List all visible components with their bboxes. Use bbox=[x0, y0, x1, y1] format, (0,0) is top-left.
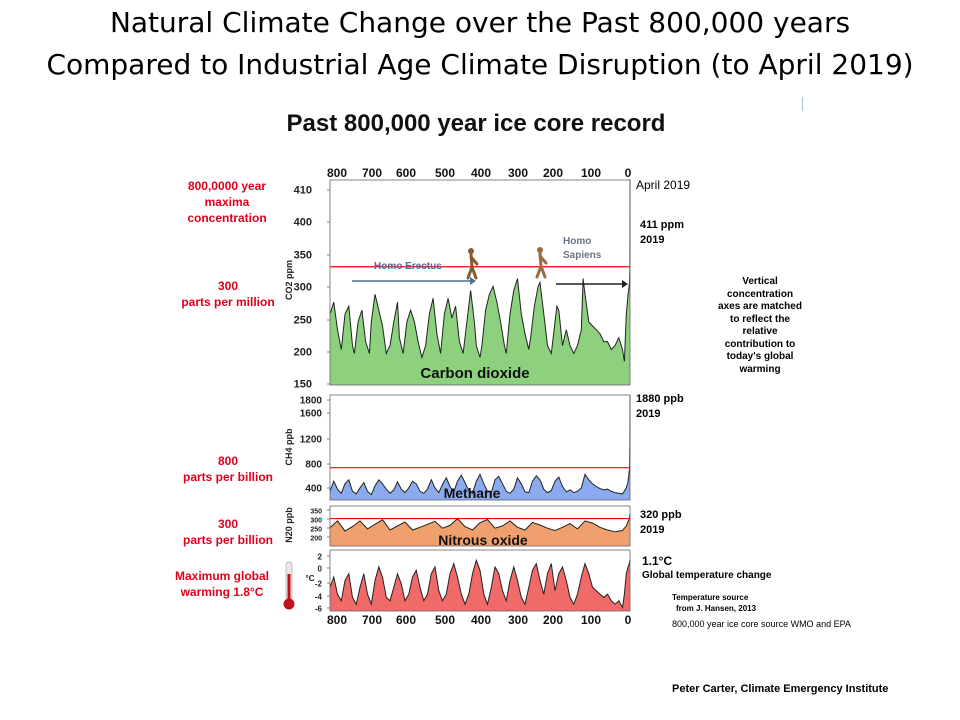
panel-title-co2: Carbon dioxide bbox=[420, 365, 529, 382]
y-tick-label-co2: 300 bbox=[294, 282, 312, 294]
n2o-now-label: 320 ppb 2019 bbox=[640, 509, 682, 536]
y-tick-label-temp: -6 bbox=[315, 605, 323, 614]
thermometer-icon bbox=[283, 561, 295, 610]
panel-title-n2o: Nitrous oxide bbox=[438, 532, 528, 548]
homo-sapiens-figure-icon-head bbox=[537, 247, 543, 253]
homo-erectus-figure-icon bbox=[466, 252, 479, 280]
y-axis-label-n2o: N20 ppb bbox=[284, 507, 294, 543]
ch4-now-label: 1880 ppb 2019 bbox=[636, 393, 684, 420]
april-2019-label: April 2019 bbox=[636, 178, 691, 192]
global-temperature-change-area bbox=[330, 559, 630, 611]
y-tick-label-co2: 250 bbox=[294, 315, 312, 327]
methane-line bbox=[329, 394, 631, 496]
x-tick-label-top: 800 bbox=[327, 166, 347, 180]
y-tick-label-co2: 200 bbox=[294, 347, 312, 359]
y-tick-label-n2o: 350 bbox=[310, 509, 322, 516]
y-tick-label-co2: 410 bbox=[294, 185, 312, 197]
y-axis-label-ch4: CH4 ppb bbox=[284, 428, 294, 466]
title-line-2: Compared to Industrial Age Climate Disru… bbox=[46, 48, 914, 81]
y-tick-label-temp: -2 bbox=[315, 580, 323, 589]
homo-sapiens-arrow-head bbox=[622, 280, 628, 288]
co2-max-label: 800,0000 year maxima concentration bbox=[187, 179, 267, 225]
y-tick-label-temp: 0 bbox=[318, 565, 323, 574]
y-tick-label-co2: 350 bbox=[294, 250, 312, 262]
homo-erectus-label: Homo Erectus bbox=[374, 261, 442, 272]
temp-change-label: Global temperature change bbox=[642, 570, 772, 581]
x-tick-label-top: 100 bbox=[581, 166, 601, 180]
x-tick-label-bottom: 800 bbox=[327, 613, 347, 627]
x-tick-label-top: 0 bbox=[625, 166, 632, 180]
y-tick-label-n2o: 300 bbox=[310, 518, 322, 525]
x-tick-label-bottom: 400 bbox=[471, 613, 491, 627]
panel-title-ch4: Methane bbox=[444, 485, 501, 501]
co2-ref-label: 300 parts per million bbox=[181, 279, 275, 309]
co2-now-label: 411 ppm 2019 bbox=[640, 219, 685, 246]
x-tick-label-bottom: 600 bbox=[396, 613, 416, 627]
ice-source-label: 800,000 year ice core source WMO and EPA bbox=[672, 619, 851, 629]
methane-area bbox=[330, 395, 630, 500]
x-tick-label-bottom: 700 bbox=[362, 613, 382, 627]
x-tick-label-bottom: 200 bbox=[543, 613, 563, 627]
homo-label: Homo bbox=[563, 236, 591, 247]
carbon-dioxide-area bbox=[330, 179, 630, 385]
x-tick-label-top: 600 bbox=[396, 166, 416, 180]
temp-source-label: Temperature source from J. Hansen, 2013 bbox=[672, 593, 757, 613]
y-axis-label-co2: CO2 ppm bbox=[284, 260, 294, 300]
homo-erectus-arrow-head bbox=[470, 277, 476, 285]
y-tick-label-ch4: 1800 bbox=[300, 396, 323, 407]
x-tick-label-bottom: 0 bbox=[625, 613, 632, 627]
y-tick-label-ch4: 800 bbox=[305, 460, 322, 471]
title-line-1: Natural Climate Change over the Past 800… bbox=[109, 6, 851, 39]
panel-frame-temp bbox=[329, 549, 631, 612]
x-tick-label-top: 200 bbox=[543, 166, 563, 180]
y-tick-label-ch4: 1200 bbox=[300, 435, 323, 446]
x-tick-label-top: 500 bbox=[435, 166, 455, 180]
y-tick-label-co2: 400 bbox=[294, 217, 312, 229]
x-tick-label-bottom: 100 bbox=[581, 613, 601, 627]
subtitle: Past 800,000 year ice core record bbox=[286, 110, 666, 137]
x-tick-label-bottom: 300 bbox=[508, 613, 528, 627]
n2o-ref-label: 300 parts per billion bbox=[182, 517, 273, 547]
y-tick-label-co2: 150 bbox=[294, 379, 312, 391]
y-tick-label-n2o: 250 bbox=[310, 527, 322, 534]
temp-now-label: 1.1°C bbox=[642, 554, 673, 568]
ch4-ref-label: 800 parts per billion bbox=[182, 454, 273, 484]
homo-erectus-figure-icon-head bbox=[468, 248, 474, 254]
x-tick-label-top: 300 bbox=[508, 166, 528, 180]
divider-mark bbox=[802, 97, 803, 111]
global-temperature-change-line bbox=[329, 558, 631, 610]
x-tick-label-top: 400 bbox=[471, 166, 491, 180]
y-tick-label-temp: -4 bbox=[315, 593, 323, 602]
panel-frame-n2o bbox=[329, 505, 631, 547]
x-tick-label-top: 700 bbox=[362, 166, 382, 180]
y-tick-label-ch4: 1600 bbox=[300, 409, 323, 420]
y-tick-label-temp: 2 bbox=[318, 553, 323, 562]
y-axis-label-temp: °C bbox=[306, 574, 315, 583]
credit: Peter Carter, Climate Emergency Institut… bbox=[672, 683, 889, 695]
homo-sapiens-figure-icon bbox=[535, 251, 548, 279]
x-tick-label-bottom: 500 bbox=[435, 613, 455, 627]
axes-note: Vertical concentration axes are matched to … bbox=[718, 276, 802, 375]
temp-max-label: Maximum global warming 1.8°C bbox=[174, 569, 269, 599]
y-tick-label-n2o: 200 bbox=[310, 536, 322, 543]
sapiens-label: Sapiens bbox=[563, 250, 602, 261]
panel-frame-ch4 bbox=[329, 394, 631, 501]
carbon-dioxide-line bbox=[329, 179, 631, 362]
nitrous-oxide-line bbox=[329, 513, 631, 533]
panel-frame-co2 bbox=[329, 179, 631, 386]
y-tick-label-ch4: 400 bbox=[305, 484, 322, 495]
